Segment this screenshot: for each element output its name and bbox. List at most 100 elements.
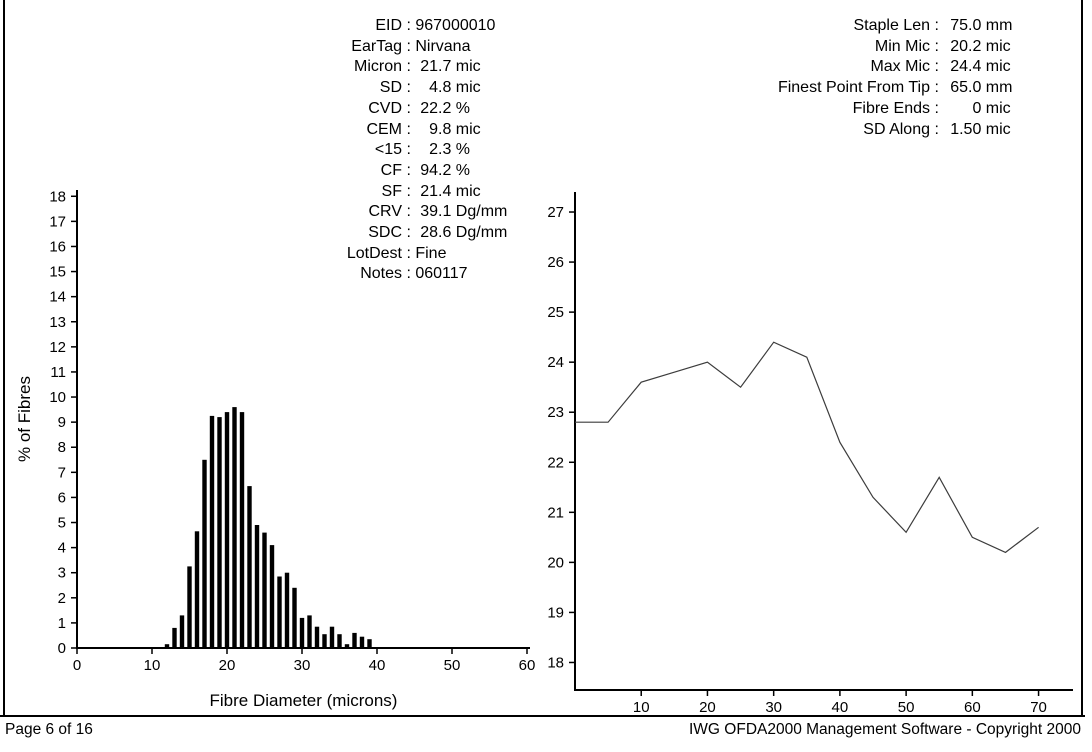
histogram-bar [322, 634, 327, 648]
y-tick-label: 14 [49, 289, 66, 306]
y-tick-label: 2 [58, 590, 66, 607]
info-value-unit: Dg/mm [451, 224, 508, 242]
info-value-unit: mic [451, 120, 481, 138]
info-value-unit: mic [981, 99, 1011, 117]
info-label: <15 [374, 141, 402, 159]
info-value-unit: mic [981, 120, 1011, 138]
info-separator: : [930, 58, 944, 76]
x-tick-label: 10 [144, 657, 161, 674]
info-value-unit: % [451, 99, 471, 117]
info-label: Min Mic [874, 37, 930, 55]
info-row: CRV : 39.1 Dg/mm [302, 202, 508, 223]
info-separator: : [402, 161, 416, 179]
x-tick-label: 10 [633, 699, 650, 716]
info-label: Staple Len [853, 17, 930, 34]
info-value-number: 21.7 [420, 58, 452, 76]
info-label: EarTag [351, 37, 402, 55]
histogram-bar [187, 566, 192, 648]
histogram-bar [172, 627, 177, 648]
info-row: Micron : 21.7 mic [302, 57, 507, 78]
histogram-bar [224, 412, 230, 648]
y-tick-label: 11 [50, 364, 66, 381]
info-separator: : [402, 17, 416, 34]
x-tick-label: 40 [832, 699, 849, 716]
info-row: LotDest : Fine [302, 244, 507, 265]
histogram-bar [337, 634, 342, 648]
info-label: Notes [360, 265, 402, 283]
info-value-text: 060117 [415, 265, 468, 283]
info-value-number: 94.2 [420, 161, 452, 179]
info-label: SDC [368, 224, 402, 242]
info-value-number: 22.2 [420, 99, 452, 117]
info-value-number: 0 [972, 99, 982, 117]
info-label: SD [379, 79, 402, 97]
info-value-number: 39.1 [420, 203, 452, 221]
info-separator: : [930, 79, 944, 97]
info-row: Fibre Ends : 0 mic [768, 99, 1012, 120]
info-row: CEM : 9.8 mic [302, 120, 507, 141]
histogram-bar [299, 617, 305, 648]
info-label: Max Mic [870, 58, 930, 76]
y-tick-label: 7 [58, 464, 66, 481]
y-tick-label: 13 [49, 314, 66, 331]
histogram-bar [292, 587, 297, 648]
info-value-text: Nirvana [415, 37, 471, 55]
sample-info-block: EID : 967000010 EarTag : Nirvana Micron : … [302, 16, 507, 285]
histogram-bar [217, 417, 222, 648]
histogram-bar [314, 626, 320, 648]
info-label: LotDest [346, 244, 402, 262]
y-tick-label: 17 [49, 213, 66, 230]
info-row: SDC : 28.6 Dg/mm [302, 223, 507, 244]
y-axis-title: % of Fibres [15, 376, 34, 462]
x-tick-label: 50 [444, 657, 461, 674]
histogram-bar [269, 545, 275, 648]
x-tick-label: 70 [1030, 699, 1047, 716]
info-label: Fibre Ends [852, 99, 930, 117]
info-row: EarTag : Nirvana [302, 37, 507, 58]
info-value-unit: mic [451, 79, 481, 97]
info-row: <15 : 2.3 % [302, 140, 507, 161]
histogram-bar [239, 412, 245, 648]
info-value-unit: % [451, 161, 471, 179]
y-tick-label: 4 [58, 540, 66, 557]
info-row: Staple Len : 75.0 mm [768, 16, 1012, 37]
info-value-number: 1.50 [950, 120, 982, 138]
info-separator: : [402, 224, 416, 242]
histogram-bar [254, 525, 260, 648]
info-value-number: 65.0 [950, 79, 982, 97]
histogram-bar [359, 636, 365, 648]
histogram-bar [284, 572, 290, 648]
info-value-unit: mic [451, 182, 481, 200]
micron-along-staple-profile-axes [574, 192, 1073, 691]
y-tick-label: 20 [547, 554, 564, 571]
x-tick-label: 50 [898, 699, 915, 716]
x-tick-label: 30 [294, 657, 311, 674]
info-value-unit: mm [981, 17, 1013, 34]
info-separator: : [930, 120, 944, 138]
info-value-text: Fine [415, 244, 447, 262]
histogram-bar [194, 531, 200, 648]
info-value-unit: Dg/mm [451, 203, 508, 221]
info-label: EID [375, 17, 402, 34]
x-tick-label: 20 [699, 699, 716, 716]
info-label: Finest Point From Tip [777, 79, 930, 97]
histogram-bar [202, 459, 207, 648]
staple-info-block: Staple Len : 75.0 mm Min Mic : 20.2 mic Ma… [768, 16, 1013, 140]
info-row: Min Mic : 20.2 mic [768, 37, 1012, 58]
info-label: CRV [368, 203, 403, 221]
y-tick-label: 26 [547, 254, 564, 271]
histogram-bar [329, 626, 335, 648]
fibre-diameter-histogram-axes [76, 190, 530, 649]
histogram-bar [232, 407, 237, 648]
y-tick-label: 23 [547, 404, 564, 421]
x-tick-label: 60 [964, 699, 981, 716]
info-separator: : [402, 203, 416, 221]
info-row: SF : 21.4 mic [302, 182, 507, 203]
y-tick-label: 0 [58, 640, 66, 657]
x-tick-label: 30 [765, 699, 782, 716]
page-border-right [1081, 0, 1083, 716]
histogram-bar [367, 639, 372, 648]
micron-along-staple-profile: 18 19 20 21 22 23 24 25 26 27 10 20 30 40 50 60 70 [547, 192, 1073, 716]
histogram-bar [247, 486, 252, 648]
y-tick-label: 9 [58, 414, 66, 431]
